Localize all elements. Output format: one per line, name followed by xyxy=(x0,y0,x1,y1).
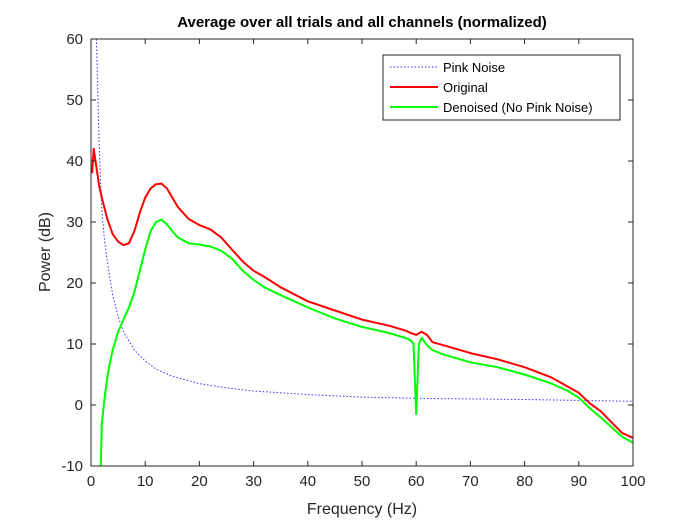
x-tick-label: 50 xyxy=(354,473,371,490)
x-tick-label: 80 xyxy=(516,473,533,490)
y-tick-label: 30 xyxy=(66,214,83,231)
x-tick-label: 40 xyxy=(299,473,316,490)
legend-entry-label: Denoised (No Pink Noise) xyxy=(443,100,593,115)
x-tick-label: 10 xyxy=(137,473,154,490)
y-tick-label: 50 xyxy=(66,92,83,109)
y-tick-label: 10 xyxy=(66,336,83,353)
y-tick-label: 20 xyxy=(66,275,83,292)
series-line-denoised-no-pink-noise xyxy=(99,218,634,467)
series-line-pink-noise xyxy=(95,38,634,402)
legend-entry-label: Original xyxy=(443,80,488,95)
x-tick-label: 0 xyxy=(87,473,95,490)
chart-title: Average over all trials and all channels… xyxy=(177,14,547,31)
series-line-original xyxy=(91,147,634,439)
x-tick-label: 30 xyxy=(245,473,262,490)
legend: Pink Noise Original Denoised (No Pink Nois… xyxy=(382,54,621,121)
x-tick-label: 20 xyxy=(191,473,208,490)
y-tick-label: 60 xyxy=(66,31,83,48)
y-tick-label: 40 xyxy=(66,153,83,170)
y-tick-label: 0 xyxy=(75,397,83,414)
legend-entry-label: Pink Noise xyxy=(443,60,505,75)
x-axis-label: Frequency (Hz) xyxy=(307,501,417,518)
x-tick-label: 100 xyxy=(620,473,645,490)
series-layer xyxy=(91,38,634,467)
x-tick-label: 90 xyxy=(570,473,587,490)
x-tick-label: 70 xyxy=(462,473,479,490)
x-tick-label: 60 xyxy=(408,473,425,490)
y-tick-label: -10 xyxy=(61,458,83,475)
y-axis-label: Power (dB) xyxy=(37,212,54,292)
